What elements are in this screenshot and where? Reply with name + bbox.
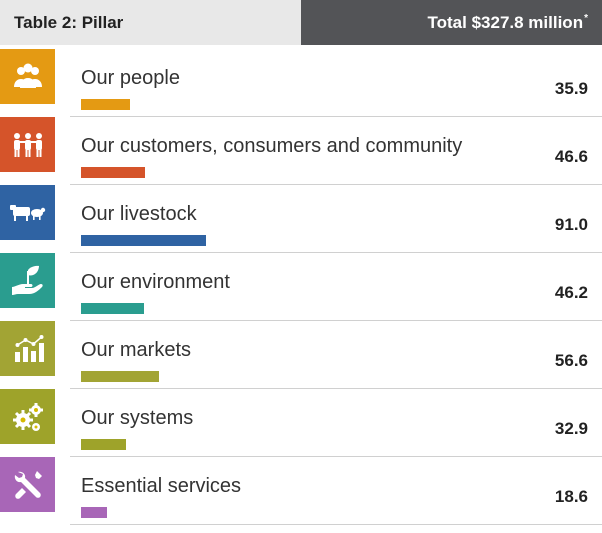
total-label: Total $327.8 million bbox=[427, 12, 584, 32]
tools-icon bbox=[0, 457, 55, 512]
row-divider bbox=[70, 320, 602, 321]
table-row: Our environment 46.2 bbox=[0, 253, 602, 321]
value-bar bbox=[81, 439, 127, 450]
community-icon bbox=[0, 117, 55, 172]
row-divider bbox=[70, 116, 602, 117]
pillar-chart: Our people 35.9 Our customers, consumers a… bbox=[0, 49, 602, 525]
livestock-icon bbox=[0, 185, 55, 240]
value-bar bbox=[81, 303, 145, 314]
table-header: Table 2: Pillar Total $327.8 million * bbox=[0, 0, 602, 45]
table-row: Our systems 32.9 bbox=[0, 389, 602, 457]
people-icon bbox=[0, 49, 55, 104]
value-bar bbox=[81, 167, 145, 178]
row-divider bbox=[70, 524, 602, 525]
table-row: Our markets 56.6 bbox=[0, 321, 602, 389]
value-label: 35.9 bbox=[554, 79, 588, 98]
category-label: Our markets bbox=[81, 339, 192, 361]
systems-icon bbox=[0, 389, 55, 444]
table-row: Our livestock 91.0 bbox=[0, 185, 602, 253]
row-divider bbox=[70, 184, 602, 185]
row-divider bbox=[70, 456, 602, 457]
row-divider bbox=[70, 252, 602, 253]
category-label: Our environment bbox=[81, 271, 230, 293]
table-row: Our customers, consumers and community 46… bbox=[0, 117, 602, 185]
category-label: Our people bbox=[81, 67, 180, 89]
value-bar bbox=[81, 235, 206, 246]
row-divider bbox=[70, 388, 602, 389]
value-bar bbox=[81, 507, 107, 518]
category-label: Our customers, consumers and community bbox=[81, 135, 463, 157]
value-label: 91.0 bbox=[554, 215, 588, 234]
total-footnote-mark: * bbox=[584, 13, 588, 24]
value-label: 46.2 bbox=[554, 283, 588, 302]
table-row: Our people 35.9 bbox=[0, 49, 602, 117]
markets-icon bbox=[0, 321, 55, 376]
table-row: Essential services 18.6 bbox=[0, 457, 602, 525]
value-label: 46.6 bbox=[554, 147, 588, 166]
value-label: 18.6 bbox=[554, 487, 588, 506]
environment-icon bbox=[0, 253, 55, 308]
category-label: Our livestock bbox=[81, 203, 197, 225]
total-label-cell: Total $327.8 million * bbox=[301, 0, 602, 45]
table-title: Table 2: Pillar bbox=[0, 0, 301, 45]
value-label: 56.6 bbox=[554, 351, 588, 370]
value-bar bbox=[81, 99, 131, 110]
category-label: Our systems bbox=[81, 407, 194, 429]
value-bar bbox=[81, 371, 159, 382]
value-label: 32.9 bbox=[554, 419, 588, 438]
category-label: Essential services bbox=[81, 475, 242, 497]
